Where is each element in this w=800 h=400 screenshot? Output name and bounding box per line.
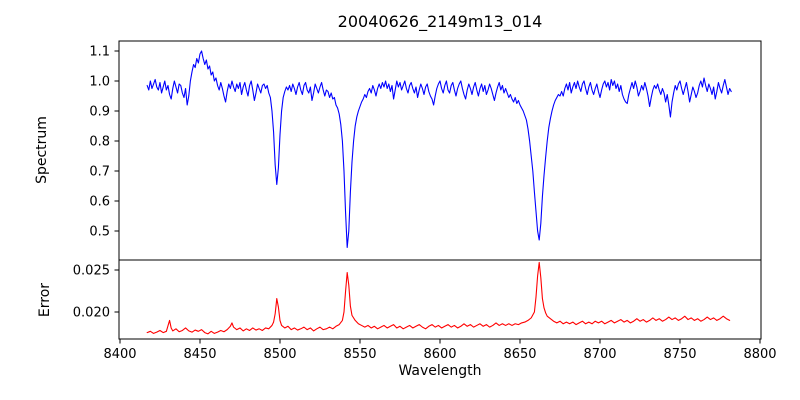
x-tick-label: 8500 <box>263 347 296 362</box>
x-tick-label: 8800 <box>743 347 776 362</box>
plot-title: 20040626_2149m13_014 <box>338 12 543 32</box>
spectrum-y-tick-label: 0.5 <box>89 225 110 240</box>
x-tick-label: 8550 <box>343 347 376 362</box>
spectrum-y-tick-label: 0.7 <box>89 165 110 180</box>
x-tick-label: 8700 <box>583 347 616 362</box>
spectrum-y-tick-label: 1.1 <box>89 45 110 60</box>
x-tick-label: 8400 <box>103 347 136 362</box>
plot-render-root: 1.1 1.0 0.9 0.8 0.7 0.6 0.5 0.025 0.020 8400 8450 8… <box>73 40 777 362</box>
x-tick-label: 8600 <box>423 347 456 362</box>
spectrum-y-tick-label: 0.9 <box>89 105 110 120</box>
error-y-tick-label: 0.020 <box>73 306 110 321</box>
x-tick-label: 8750 <box>663 347 696 362</box>
spectrum-flux-line <box>146 50 732 249</box>
spectrum-panel-border <box>118 40 762 261</box>
spectrum-error-line <box>146 261 731 335</box>
spectrum-y-tick-label: 1.0 <box>89 75 110 90</box>
x-tick-label: 8650 <box>503 347 536 362</box>
x-tick-label: 8450 <box>183 347 216 362</box>
error-y-tick-label: 0.025 <box>73 264 110 279</box>
spectrum-y-tick-label: 0.8 <box>89 135 110 150</box>
spectrum-y-tick-label: 0.6 <box>89 195 110 210</box>
spectrum-y-axis-label: Spectrum <box>34 116 50 184</box>
error-y-axis-label: Error <box>37 283 53 317</box>
x-axis-label: Wavelength <box>398 363 481 379</box>
